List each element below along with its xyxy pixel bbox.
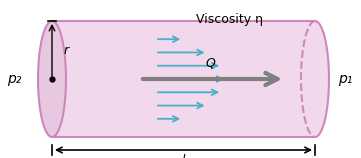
Ellipse shape	[38, 21, 66, 137]
Text: p₂: p₂	[7, 72, 21, 86]
Ellipse shape	[301, 21, 329, 137]
Text: Viscosity η: Viscosity η	[196, 13, 264, 26]
Text: l: l	[182, 154, 185, 158]
Bar	[52, 21, 315, 137]
Text: p₁: p₁	[338, 72, 352, 86]
Text: Q: Q	[205, 56, 215, 69]
Text: r: r	[64, 43, 69, 57]
